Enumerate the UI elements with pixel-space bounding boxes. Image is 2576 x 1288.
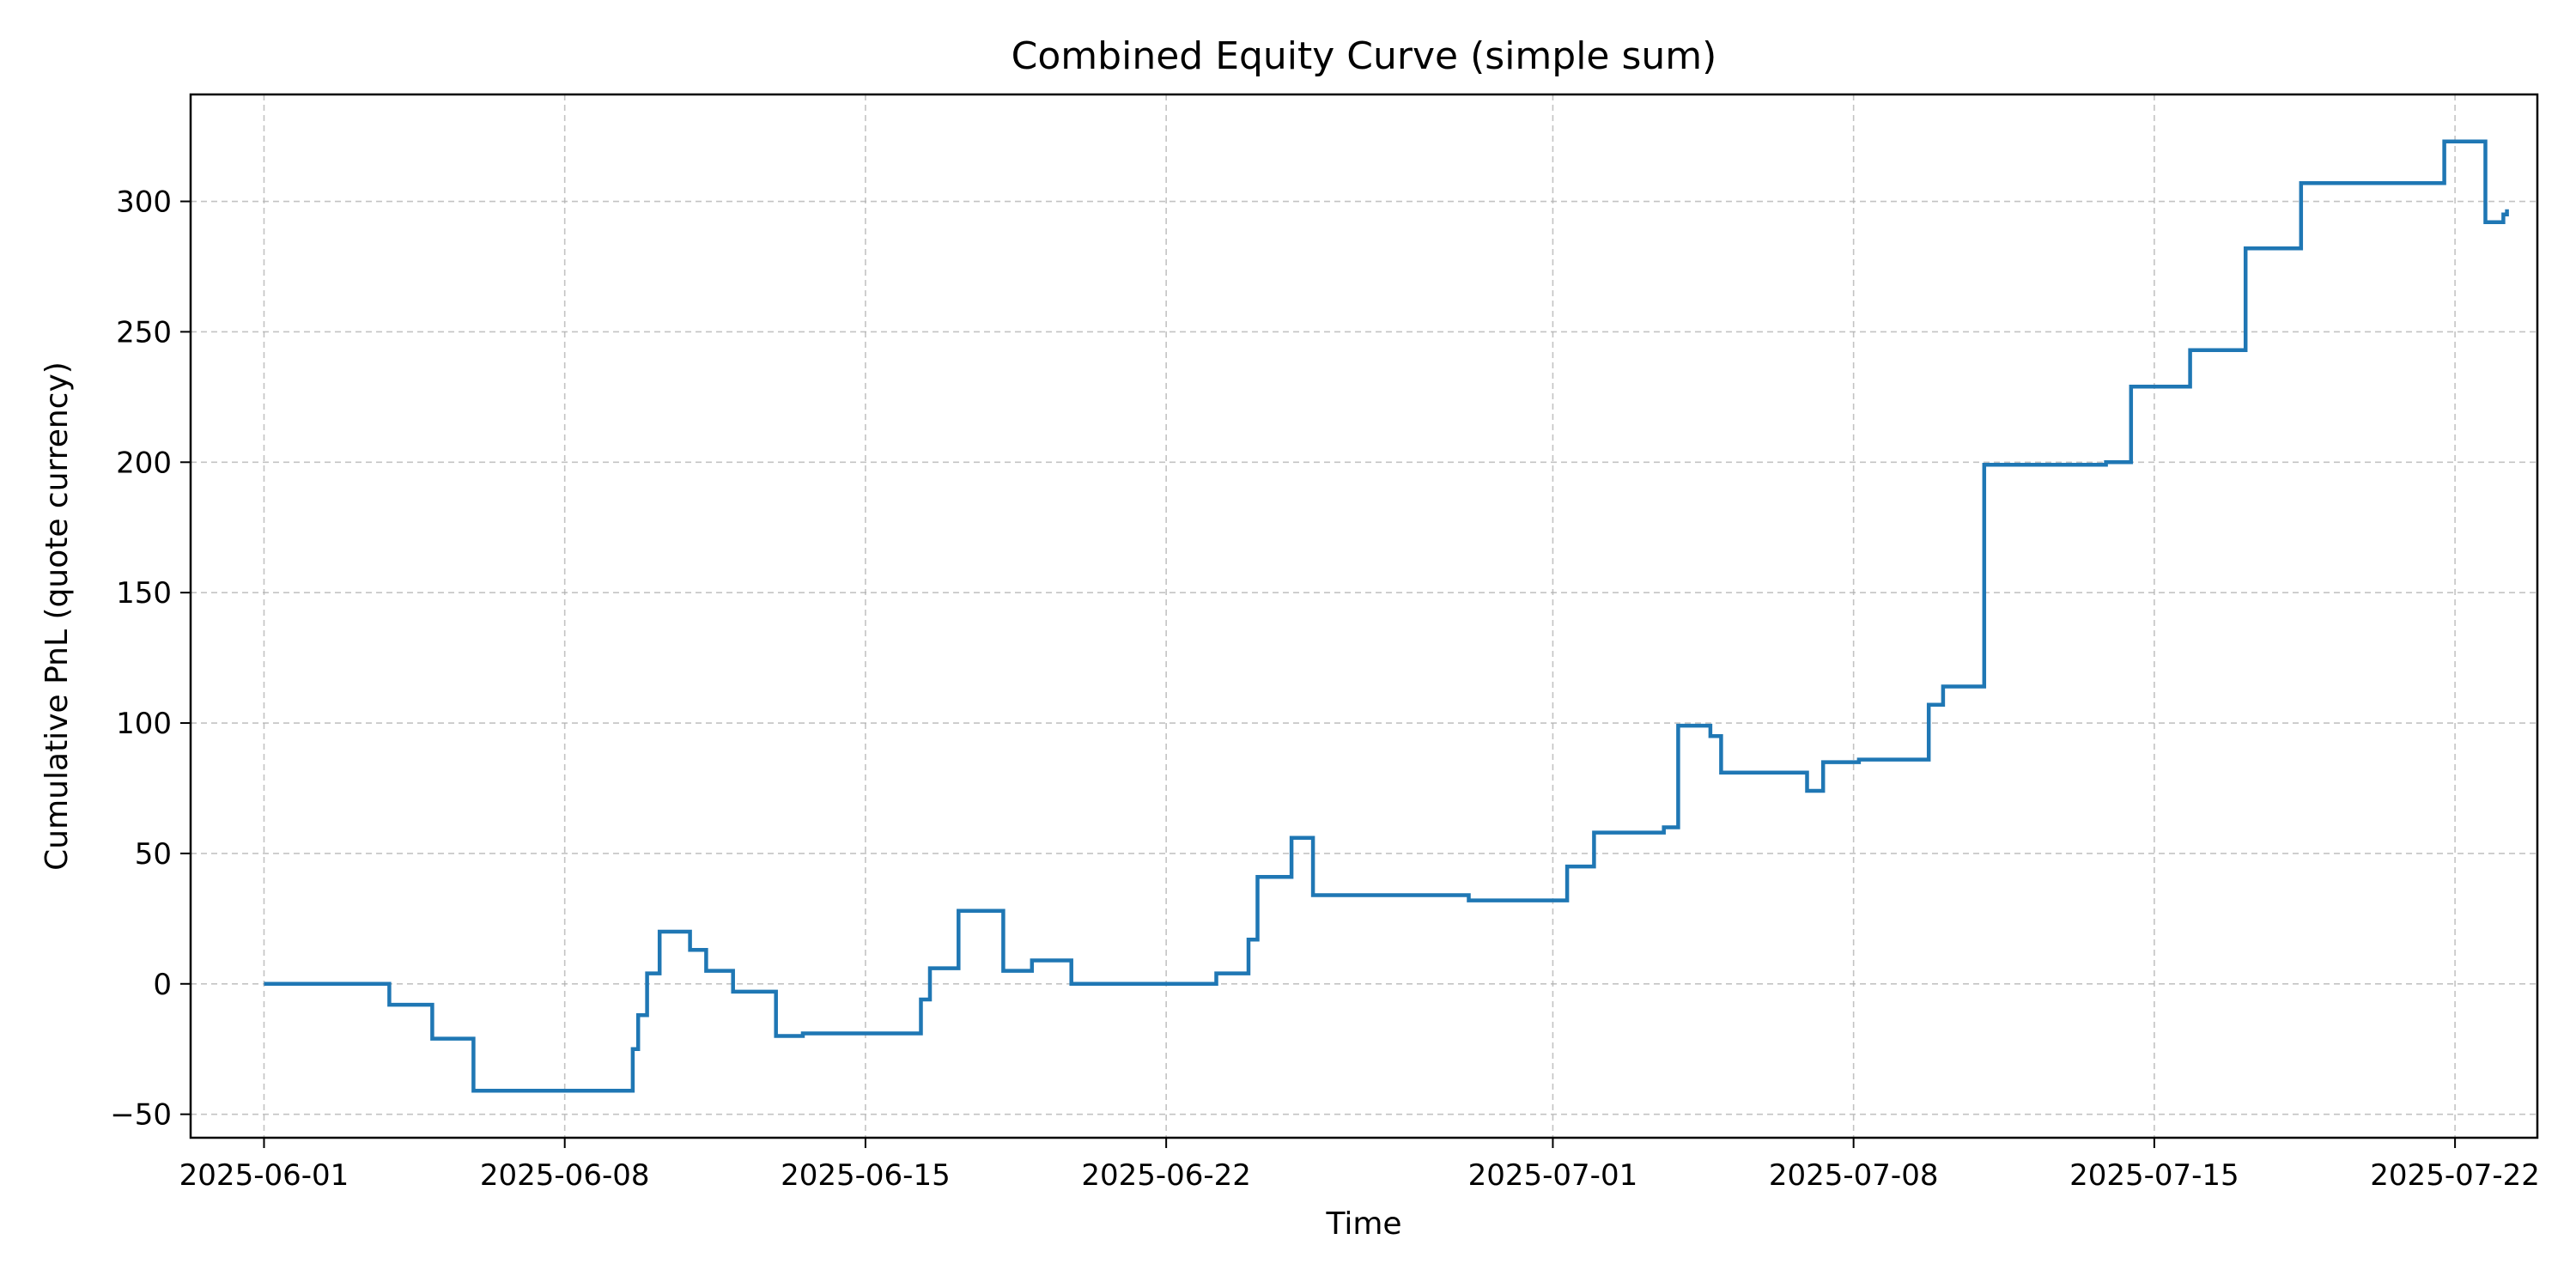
chart-title: Combined Equity Curve (simple sum) bbox=[1012, 34, 1717, 78]
ticks: 2025-06-01 2025-06-08 2025-06-15 2025-06-22… bbox=[110, 185, 2540, 1193]
x-tick-label: 2025-06-15 bbox=[781, 1158, 951, 1193]
grid-lines bbox=[191, 94, 2537, 1138]
x-axis-label: Time bbox=[1325, 1206, 1401, 1242]
x-tick-label: 2025-07-08 bbox=[1769, 1158, 1939, 1193]
y-tick-label: 100 bbox=[116, 707, 172, 741]
x-tick-label: 2025-06-01 bbox=[179, 1158, 349, 1193]
y-tick-label: 300 bbox=[116, 185, 172, 220]
y-tick-label: 200 bbox=[116, 446, 172, 480]
y-tick-label: 0 bbox=[153, 968, 172, 1002]
axes-frame bbox=[189, 93, 2539, 1139]
y-tick-label: 150 bbox=[116, 576, 172, 611]
y-tick-label: 50 bbox=[135, 837, 172, 872]
x-tick-label: 2025-06-22 bbox=[1081, 1158, 1251, 1193]
equity-curve-line bbox=[264, 139, 2509, 1093]
x-tick-label: 2025-06-08 bbox=[480, 1158, 650, 1193]
x-tick-label: 2025-07-22 bbox=[2370, 1158, 2540, 1193]
x-tick-label: 2025-07-15 bbox=[2069, 1158, 2239, 1193]
y-tick-label: 250 bbox=[116, 315, 172, 349]
x-tick-label: 2025-07-01 bbox=[1468, 1158, 1638, 1193]
y-tick-label: −50 bbox=[110, 1098, 172, 1133]
y-axis-label: Cumulative PnL (quote currency) bbox=[39, 361, 75, 871]
series-layer bbox=[264, 139, 2509, 1093]
